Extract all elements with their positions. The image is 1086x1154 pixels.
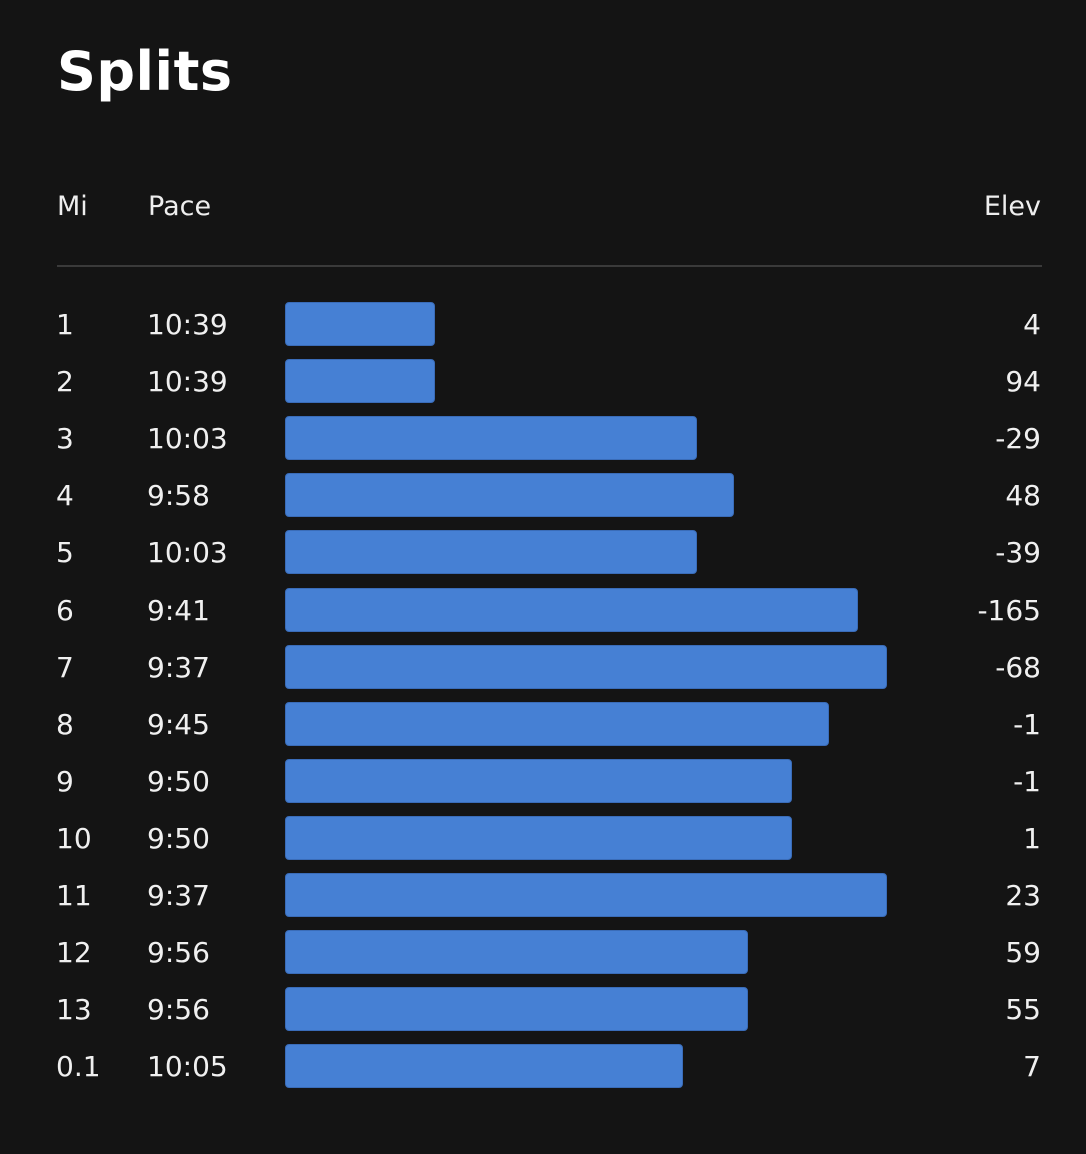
split-pace-bar bbox=[285, 1044, 683, 1089]
split-mile: 3 bbox=[56, 422, 74, 456]
column-header-pace: Pace bbox=[148, 191, 212, 222]
split-mile: 11 bbox=[56, 879, 92, 912]
split-mile: 7 bbox=[56, 650, 74, 684]
page-title: Splits bbox=[57, 40, 233, 103]
column-header-mi: Mi bbox=[57, 191, 88, 222]
split-elevation: -1 bbox=[1013, 707, 1041, 741]
split-row: 13 9:56 55 bbox=[0, 987, 1086, 1044]
split-row: 10 9:50 1 bbox=[0, 815, 1086, 873]
split-pace-bar bbox=[285, 758, 793, 803]
split-pace-bar bbox=[285, 359, 435, 404]
split-mile: 2 bbox=[56, 365, 74, 399]
split-pace-bar bbox=[285, 530, 698, 575]
split-pace: 10:05 bbox=[147, 1050, 228, 1084]
split-mile: 1 bbox=[56, 308, 74, 341]
split-pace-bar bbox=[285, 701, 829, 746]
split-pace-bar bbox=[285, 987, 749, 1032]
split-pace: 10:39 bbox=[147, 365, 228, 399]
split-elevation: 1 bbox=[1023, 821, 1041, 855]
split-pace: 10:03 bbox=[147, 536, 228, 570]
split-row: 12 9:56 59 bbox=[0, 930, 1086, 987]
split-pace-bar bbox=[285, 930, 749, 975]
split-mile: 0.1 bbox=[56, 1050, 101, 1084]
split-mile: 10 bbox=[56, 821, 92, 855]
split-elevation: 48 bbox=[1005, 479, 1041, 513]
split-pace: 9:56 bbox=[147, 936, 210, 970]
split-pace-bar bbox=[285, 644, 887, 689]
split-elevation: 59 bbox=[1005, 936, 1041, 970]
split-row: 4 9:58 48 bbox=[0, 473, 1086, 530]
split-mile: 4 bbox=[56, 479, 74, 513]
split-mile: 13 bbox=[56, 993, 92, 1027]
split-row: 6 9:41 -165 bbox=[0, 587, 1086, 645]
split-row: 3 10:03 -29 bbox=[0, 416, 1086, 473]
split-pace: 10:03 bbox=[147, 422, 228, 456]
split-pace-bar bbox=[285, 416, 698, 461]
split-mile: 9 bbox=[56, 764, 74, 798]
split-pace-bar bbox=[285, 302, 435, 346]
split-elevation: -39 bbox=[995, 536, 1041, 570]
split-pace: 9:41 bbox=[147, 593, 210, 627]
split-elevation: -1 bbox=[1013, 764, 1041, 798]
split-elevation: 23 bbox=[1005, 879, 1041, 912]
split-pace: 9:56 bbox=[147, 993, 210, 1027]
split-mile: 5 bbox=[56, 536, 74, 570]
split-elevation: 55 bbox=[1005, 993, 1041, 1027]
split-row: 8 9:45 -1 bbox=[0, 701, 1086, 759]
split-row: 11 9:37 23 bbox=[0, 873, 1086, 930]
split-pace-bar bbox=[285, 473, 734, 518]
split-pace-bar bbox=[285, 815, 793, 860]
split-pace: 9:58 bbox=[147, 479, 210, 513]
split-elevation: -68 bbox=[995, 650, 1041, 684]
split-pace: 9:37 bbox=[147, 879, 210, 912]
split-row: 2 10:39 94 bbox=[0, 359, 1086, 416]
split-row: 0.1 10:05 7 bbox=[0, 1044, 1086, 1101]
column-header-elev: Elev bbox=[983, 191, 1041, 222]
split-row: 7 9:37 -68 bbox=[0, 644, 1086, 702]
split-mile: 8 bbox=[56, 707, 74, 741]
split-pace: 9:45 bbox=[147, 707, 210, 741]
split-pace: 9:50 bbox=[147, 821, 210, 855]
split-elevation: 94 bbox=[1005, 365, 1041, 399]
split-pace: 9:37 bbox=[147, 650, 210, 684]
split-mile: 12 bbox=[56, 936, 92, 970]
split-elevation: 7 bbox=[1023, 1050, 1041, 1084]
header-divider bbox=[57, 265, 1042, 267]
split-elevation: 4 bbox=[1023, 308, 1041, 341]
split-mile: 6 bbox=[56, 593, 74, 627]
split-row: 9 9:50 -1 bbox=[0, 758, 1086, 816]
split-pace: 10:39 bbox=[147, 308, 228, 341]
split-row: 1 10:39 4 bbox=[0, 302, 1086, 359]
split-elevation: -29 bbox=[995, 422, 1041, 456]
split-pace-bar bbox=[285, 873, 887, 917]
split-pace-bar bbox=[285, 587, 858, 632]
split-elevation: -165 bbox=[977, 593, 1041, 627]
split-row: 5 10:03 -39 bbox=[0, 530, 1086, 587]
split-pace: 9:50 bbox=[147, 764, 210, 798]
